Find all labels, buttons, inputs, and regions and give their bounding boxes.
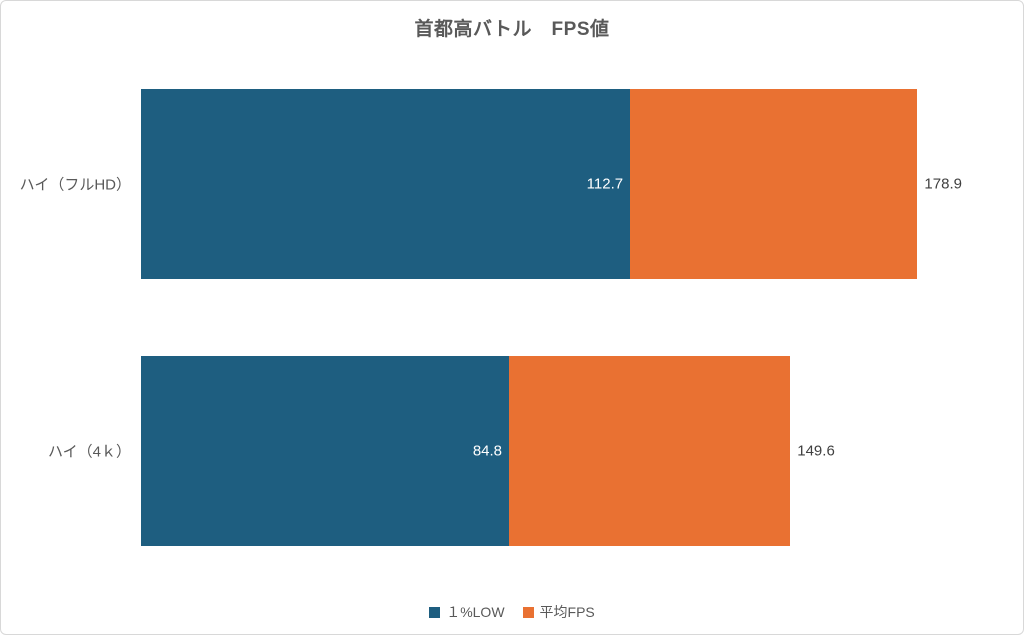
bar-segment-avg-fps	[509, 356, 791, 546]
data-label-avg-fps: 178.9	[924, 175, 962, 193]
legend-label-avg-fps: 平均FPS	[539, 604, 595, 620]
bar-segment-avg-fps	[630, 89, 918, 279]
category-label-full-hd: ハイ（フルHD）	[19, 176, 131, 194]
legend-label-1pct-low: １%LOW	[446, 604, 505, 620]
legend-item-1pct-low: １%LOW	[429, 602, 505, 622]
data-label-1pct-low: 112.7	[586, 175, 624, 193]
legend-swatch-1pct-low	[429, 606, 441, 618]
category-label-4k: ハイ（4ｋ）	[47, 443, 131, 461]
data-label-avg-fps: 149.6	[797, 442, 835, 460]
bar-row: ハイ（フルHD） 112.7 178.9	[20, 89, 1009, 279]
data-label-1pct-low: 84.8	[472, 442, 503, 460]
chart-title: 首都高バトル FPS値	[414, 19, 610, 40]
bar-segment-1pct-low: 112.7	[141, 89, 631, 279]
bar-segment-1pct-low: 84.8	[141, 356, 510, 546]
legend: １%LOW 平均FPS	[1, 602, 1023, 622]
legend-item-avg-fps: 平均FPS	[522, 602, 595, 622]
legend-swatch-avg-fps	[522, 606, 534, 618]
bar-row: ハイ（4ｋ） 84.8 149.6	[48, 356, 1009, 546]
